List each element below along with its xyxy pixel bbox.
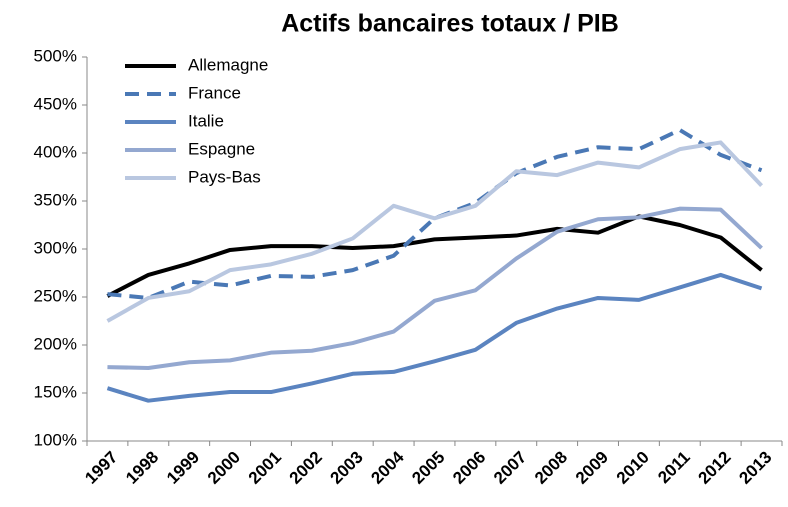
x-tick-label: 2004 bbox=[367, 447, 408, 488]
x-tick-label: 2011 bbox=[654, 448, 694, 488]
y-tick-label: 150% bbox=[34, 382, 77, 401]
legend-label: Pays-Bas bbox=[188, 167, 261, 186]
x-tick-label: 2000 bbox=[204, 448, 244, 488]
y-tick-label: 250% bbox=[34, 286, 77, 305]
x-tick-label: 1999 bbox=[163, 448, 203, 488]
x-tick-label: 2001 bbox=[245, 448, 285, 488]
y-tick-label: 450% bbox=[34, 94, 77, 113]
legend-label: Italie bbox=[188, 111, 224, 130]
y-tick-label: 500% bbox=[34, 46, 77, 65]
x-tick-label: 2010 bbox=[613, 448, 653, 488]
series-line bbox=[106, 214, 763, 298]
x-tick-label: 2005 bbox=[408, 448, 448, 488]
series-line bbox=[106, 272, 763, 403]
x-tick-label: 2013 bbox=[735, 448, 775, 488]
series-line bbox=[106, 140, 764, 323]
x-tick-label: 2008 bbox=[531, 448, 571, 488]
x-tick-label: 2003 bbox=[327, 448, 367, 488]
chart-title: Actifs bancaires totaux / PIB bbox=[281, 10, 619, 38]
x-tick-label: 2012 bbox=[694, 448, 734, 488]
x-tick-label: 2006 bbox=[449, 448, 489, 488]
y-tick-label: 100% bbox=[34, 430, 77, 449]
x-tick-label: 2007 bbox=[490, 448, 530, 488]
series-line bbox=[107, 206, 763, 371]
legend-label: France bbox=[188, 83, 241, 102]
series-line bbox=[107, 127, 763, 300]
legend-label: Allemagne bbox=[188, 55, 268, 74]
y-tick-label: 300% bbox=[34, 238, 77, 257]
x-tick-label: 2002 bbox=[286, 448, 326, 488]
x-tick-label: 2009 bbox=[572, 448, 612, 488]
y-tick-label: 400% bbox=[34, 142, 77, 161]
legend-label: Espagne bbox=[188, 139, 255, 158]
y-tick-label: 200% bbox=[34, 334, 77, 353]
x-tick-label: 1998 bbox=[122, 448, 162, 488]
x-tick-label: 1997 bbox=[81, 448, 121, 488]
y-tick-label: 350% bbox=[34, 190, 77, 209]
